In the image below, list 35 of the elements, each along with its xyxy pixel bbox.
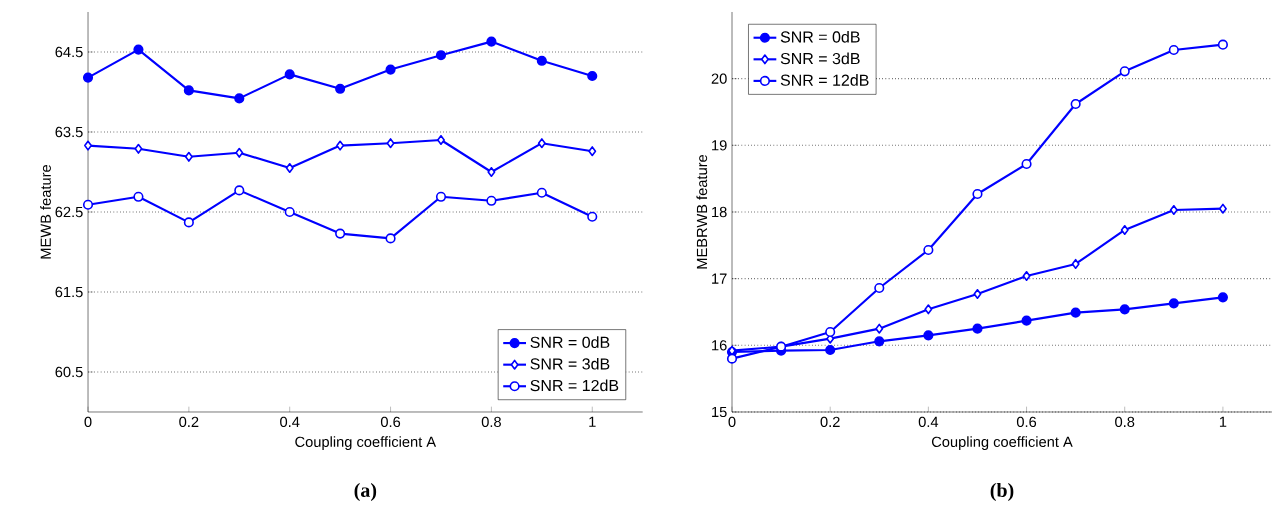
legend-label: SNR = 3dB [530, 357, 610, 370]
legend-label: SNR = 0dB [780, 30, 860, 43]
x-axis-title: Coupling coefficient A [931, 436, 1073, 450]
y-tick-label: 60.5 [55, 366, 83, 378]
x-tick-label: 0 [728, 416, 736, 428]
x-tick-label: 1 [589, 416, 596, 427]
x-tick-label: 0.6 [380, 416, 401, 428]
legend-label: SNR = 12dB [530, 379, 619, 392]
y-tick-label: 19 [712, 140, 727, 151]
y-tick-label: 63.5 [55, 126, 83, 138]
x-tick-label: 0.4 [918, 416, 939, 428]
y-axis-title: MEWB feature [40, 164, 51, 259]
x-tick-label: 0.2 [179, 416, 199, 428]
x-tick-label: 0.8 [481, 416, 501, 428]
legend-label: SNR = 3dB [780, 52, 860, 65]
x-tick-label: 0.2 [820, 416, 840, 428]
y-tick-label: 61.5 [55, 286, 83, 298]
x-tick-label: 0.6 [1016, 416, 1037, 428]
legend-label: SNR = 0dB [530, 336, 610, 349]
y-tick-label: 16 [712, 340, 727, 351]
y-tick-label: 64.5 [55, 46, 83, 58]
text: (b) [990, 482, 1014, 502]
y-tick-label: 20 [711, 73, 727, 84]
x-tick-label: 1 [1219, 416, 1227, 427]
y-tick-label: 15 [712, 406, 727, 418]
text: (a) [354, 482, 377, 502]
y-tick-label: 62.5 [55, 206, 83, 218]
y-tick-label: 17 [712, 273, 727, 284]
legend-label: SNR = 12dB [780, 74, 869, 86]
x-tick-label: 0.4 [280, 416, 300, 428]
x-axis-title: Coupling coefficient A [295, 436, 437, 450]
y-tick-label: 18 [712, 206, 727, 218]
y-axis-title: MEBRWB feature [696, 154, 708, 269]
x-tick-label: 0.8 [1115, 416, 1135, 428]
x-tick-label: 0 [84, 416, 92, 428]
